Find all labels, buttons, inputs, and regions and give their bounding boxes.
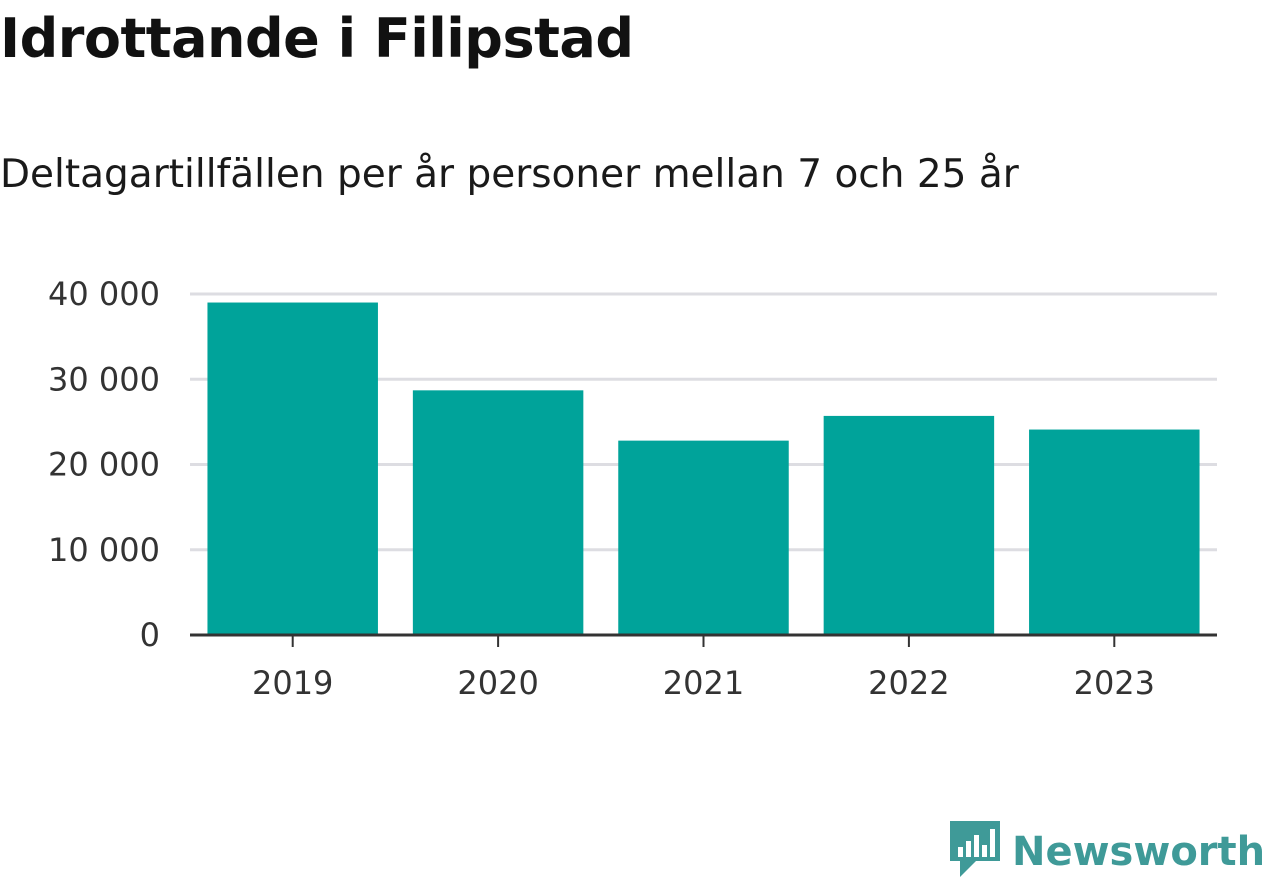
tick-labels: 0 10 000 20 000 30 000 40 000 2019 2020 2021 202… xyxy=(48,275,1155,702)
x-tick-label: 2021 xyxy=(663,664,744,702)
chart-title: Idrottande i Filipstad xyxy=(0,7,634,70)
y-tick-label: 0 xyxy=(140,616,160,654)
x-tick-label: 2019 xyxy=(252,664,333,702)
bar-2021 xyxy=(618,440,789,635)
bars xyxy=(207,302,1200,635)
brand-logo: Newsworthy xyxy=(950,819,1262,885)
brand-name: Newsworthy xyxy=(1012,829,1262,875)
newsworthy-logo-icon xyxy=(950,819,1000,885)
axes xyxy=(190,633,1217,647)
x-tick-label: 2020 xyxy=(457,664,538,702)
y-tick-label: 10 000 xyxy=(48,531,160,569)
chart-subtitle: Deltagartillfällen per år personer mella… xyxy=(0,152,1019,197)
bar-2023 xyxy=(1029,429,1200,635)
x-tick-label: 2022 xyxy=(868,664,949,702)
x-tick-label: 2023 xyxy=(1074,664,1155,702)
y-tick-label: 30 000 xyxy=(48,360,160,398)
y-tick-label: 20 000 xyxy=(48,446,160,484)
bar-2022 xyxy=(823,415,995,635)
bar-2019 xyxy=(207,302,378,635)
y-tick-label: 40 000 xyxy=(48,275,160,313)
bar-2020 xyxy=(412,390,584,635)
